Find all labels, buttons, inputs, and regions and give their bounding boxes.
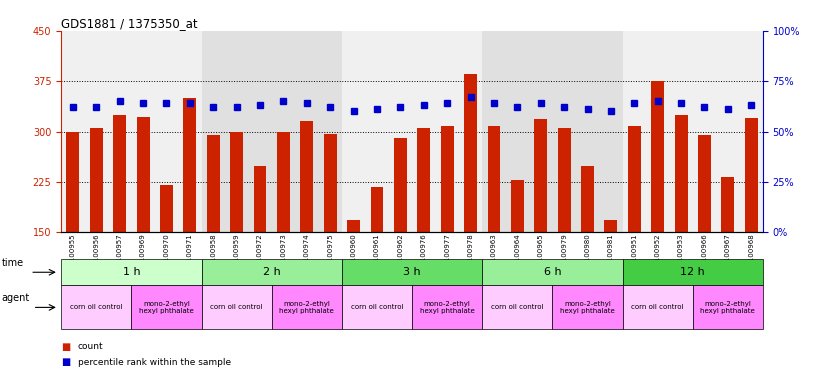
- Bar: [417, 128, 430, 232]
- Bar: [441, 126, 454, 232]
- Bar: [651, 81, 664, 232]
- Bar: [90, 128, 103, 232]
- Bar: [628, 126, 641, 232]
- Bar: [324, 134, 337, 232]
- Text: 1 h: 1 h: [122, 267, 140, 277]
- Bar: [342, 31, 482, 232]
- Text: count: count: [78, 342, 103, 351]
- Text: corn oil control: corn oil control: [70, 305, 122, 310]
- Bar: [277, 131, 290, 232]
- Bar: [230, 131, 243, 232]
- Bar: [136, 117, 149, 232]
- Text: 12 h: 12 h: [681, 267, 705, 277]
- Text: 2 h: 2 h: [263, 267, 281, 277]
- Bar: [66, 131, 79, 232]
- Text: mono-2-ethyl
hexyl phthalate: mono-2-ethyl hexyl phthalate: [700, 301, 756, 314]
- Bar: [534, 119, 548, 232]
- Bar: [202, 31, 342, 232]
- Bar: [605, 220, 618, 232]
- Bar: [394, 138, 407, 232]
- Bar: [623, 31, 763, 232]
- Text: mono-2-ethyl
hexyl phthalate: mono-2-ethyl hexyl phthalate: [279, 301, 335, 314]
- Text: mono-2-ethyl
hexyl phthalate: mono-2-ethyl hexyl phthalate: [560, 301, 615, 314]
- Bar: [557, 128, 570, 232]
- Text: mono-2-ethyl
hexyl phthalate: mono-2-ethyl hexyl phthalate: [139, 301, 194, 314]
- Text: time: time: [2, 258, 24, 268]
- Bar: [300, 121, 313, 232]
- Bar: [487, 126, 500, 232]
- Text: corn oil control: corn oil control: [211, 305, 263, 310]
- Text: mono-2-ethyl
hexyl phthalate: mono-2-ethyl hexyl phthalate: [419, 301, 475, 314]
- Bar: [254, 167, 267, 232]
- Bar: [482, 31, 623, 232]
- Text: percentile rank within the sample: percentile rank within the sample: [78, 358, 231, 367]
- Bar: [721, 177, 734, 232]
- Bar: [347, 220, 360, 232]
- Bar: [160, 185, 173, 232]
- Text: corn oil control: corn oil control: [632, 305, 684, 310]
- Text: agent: agent: [2, 293, 30, 303]
- Bar: [698, 135, 711, 232]
- Bar: [370, 187, 384, 232]
- Bar: [206, 135, 220, 232]
- Bar: [511, 180, 524, 232]
- Text: 6 h: 6 h: [543, 267, 561, 277]
- Bar: [61, 31, 202, 232]
- Bar: [581, 167, 594, 232]
- Text: 3 h: 3 h: [403, 267, 421, 277]
- Text: corn oil control: corn oil control: [491, 305, 543, 310]
- Bar: [675, 115, 688, 232]
- Bar: [745, 118, 758, 232]
- Text: ■: ■: [61, 342, 70, 352]
- Text: ■: ■: [61, 357, 70, 367]
- Bar: [113, 115, 126, 232]
- Bar: [464, 74, 477, 232]
- Text: GDS1881 / 1375350_at: GDS1881 / 1375350_at: [61, 17, 197, 30]
- Text: corn oil control: corn oil control: [351, 305, 403, 310]
- Bar: [184, 98, 197, 232]
